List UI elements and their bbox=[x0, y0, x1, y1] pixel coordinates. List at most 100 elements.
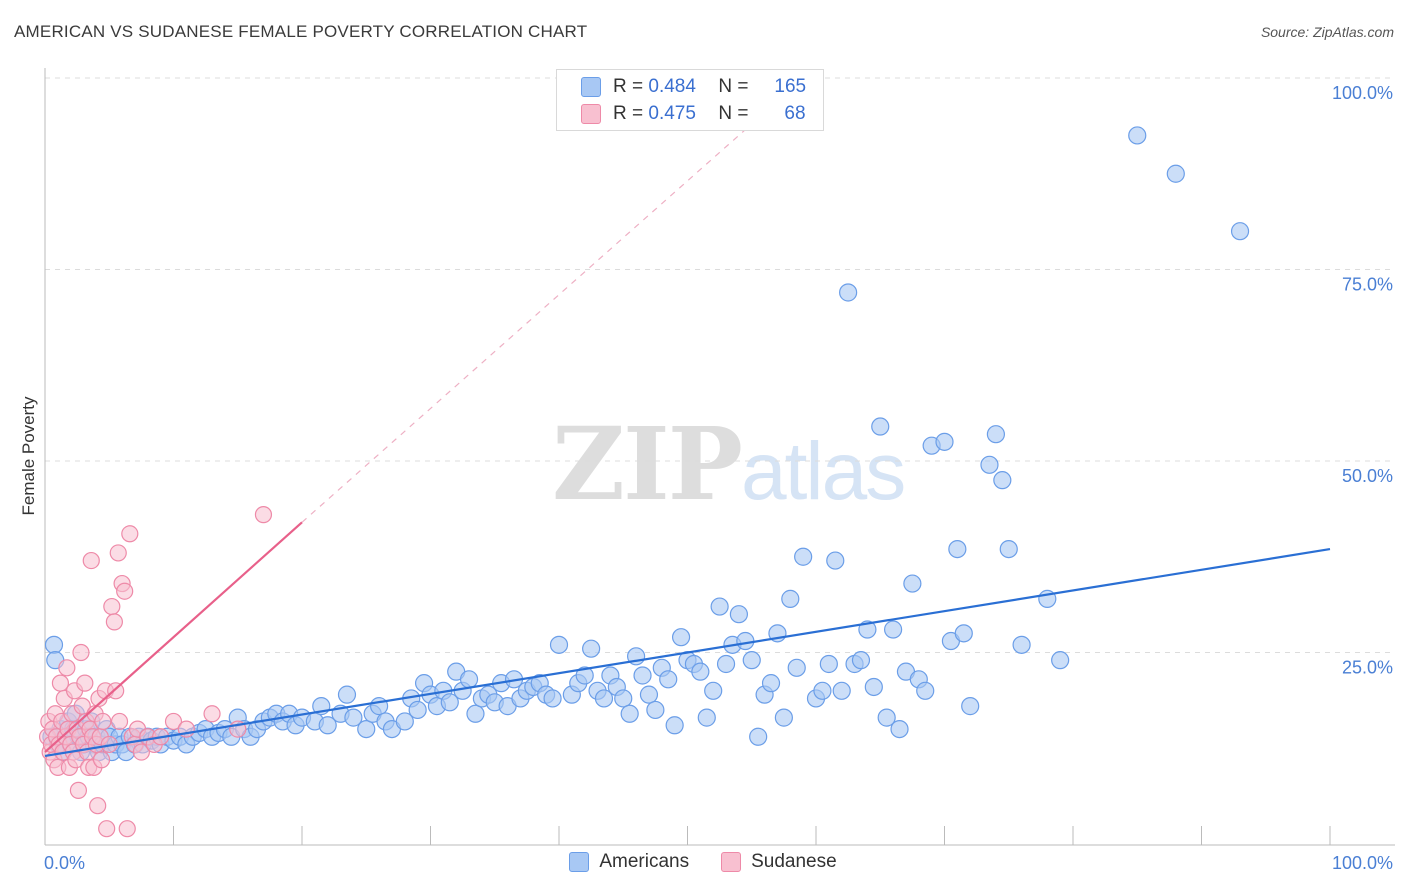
americans-trend-line bbox=[44, 548, 1331, 757]
watermark-zip: ZIP bbox=[552, 405, 743, 523]
americans-point bbox=[646, 700, 665, 720]
y-tick-label: 100.0% bbox=[1332, 83, 1393, 103]
americans-point bbox=[582, 639, 601, 658]
americans-point bbox=[395, 712, 414, 731]
sudanese-point bbox=[51, 674, 70, 692]
americans-point bbox=[864, 677, 883, 697]
americans-point bbox=[44, 635, 64, 654]
legend-label-sudanese: Sudanese bbox=[751, 851, 837, 872]
americans-point bbox=[639, 685, 659, 704]
americans-point bbox=[575, 666, 594, 685]
legend-label-americans: Americans bbox=[599, 851, 690, 872]
americans-point bbox=[986, 425, 1006, 444]
americans-point bbox=[671, 628, 691, 647]
americans-point bbox=[633, 666, 652, 685]
americans-point bbox=[749, 727, 768, 746]
americans-point bbox=[871, 417, 890, 436]
legend-r-value: 0.484 bbox=[648, 76, 696, 97]
trend-lines bbox=[44, 123, 1331, 757]
americans-point bbox=[466, 704, 485, 723]
sudanese-point bbox=[103, 597, 121, 616]
americans-point bbox=[890, 719, 909, 739]
legend-n-value: 165 bbox=[774, 76, 807, 97]
legend-row-sudanese: R = 0.475 N = 68 bbox=[581, 102, 806, 126]
americans-point bbox=[620, 704, 639, 723]
americans-point bbox=[961, 697, 980, 716]
series-legend: Americans Sudanese bbox=[0, 851, 1406, 873]
sudanese-point bbox=[203, 705, 221, 723]
y-tick-label: 50.0% bbox=[1342, 466, 1393, 486]
chart-title: AMERICAN VS SUDANESE FEMALE POVERTY CORR… bbox=[14, 22, 588, 41]
legend-swatch-sudanese bbox=[721, 852, 742, 872]
americans-point bbox=[877, 708, 896, 727]
sudanese-point bbox=[58, 659, 76, 677]
americans-point bbox=[697, 708, 716, 727]
legend-r-value: 0.475 bbox=[648, 103, 696, 124]
americans-point bbox=[1166, 164, 1185, 183]
sudanese-point bbox=[254, 506, 273, 524]
americans-point bbox=[832, 681, 851, 700]
americans-point bbox=[543, 689, 562, 708]
americans-point bbox=[826, 551, 845, 570]
americans-point bbox=[665, 716, 684, 735]
americans-point bbox=[980, 455, 999, 474]
americans-point bbox=[710, 597, 729, 616]
legend-n-value: 68 bbox=[784, 103, 806, 124]
legend-swatch-americans bbox=[581, 77, 601, 97]
sudanese-point bbox=[105, 613, 123, 631]
americans-point bbox=[1051, 651, 1070, 670]
americans-point bbox=[337, 685, 357, 704]
sudanese-point bbox=[164, 712, 183, 731]
legend-n-label: N = bbox=[718, 103, 749, 124]
x-tick-label: 0.0% bbox=[44, 853, 85, 873]
sudanese-trend-extension bbox=[301, 123, 753, 523]
americans-point bbox=[318, 716, 337, 735]
americans-point bbox=[704, 681, 723, 700]
sudanese-point bbox=[98, 820, 116, 838]
americans-point bbox=[948, 539, 967, 559]
americans-point bbox=[357, 719, 376, 739]
legend-item-sudanese[interactable]: Sudanese bbox=[721, 851, 837, 873]
americans-point bbox=[935, 432, 954, 451]
legend-swatch-americans bbox=[569, 852, 590, 872]
sudanese-point bbox=[109, 544, 127, 562]
americans-point bbox=[440, 693, 459, 712]
y-tick-label: 75.0% bbox=[1342, 275, 1393, 295]
americans-point bbox=[954, 624, 973, 643]
legend-r-label: R = bbox=[613, 76, 644, 97]
y-tick-label: 25.0% bbox=[1342, 658, 1393, 678]
americans-point bbox=[903, 574, 922, 593]
americans-point bbox=[716, 654, 736, 674]
americans-point bbox=[614, 689, 633, 708]
americans-point bbox=[781, 589, 800, 608]
americans-point bbox=[794, 547, 813, 566]
americans-point bbox=[344, 708, 363, 727]
americans-point bbox=[851, 651, 871, 670]
americans-point bbox=[993, 471, 1012, 490]
americans-point bbox=[774, 708, 793, 727]
americans-point bbox=[839, 283, 858, 302]
americans-point bbox=[736, 631, 755, 651]
americans-point bbox=[549, 635, 569, 654]
watermark: ZIPatlas bbox=[552, 405, 906, 523]
sudanese-trend-line bbox=[44, 521, 303, 753]
americans-point bbox=[1230, 222, 1250, 241]
americans-point bbox=[594, 689, 614, 708]
sudanese-point bbox=[69, 781, 88, 799]
legend-row-americans: R = 0.484 N = 165 bbox=[581, 75, 806, 99]
americans-points bbox=[42, 126, 1250, 762]
americans-point bbox=[459, 670, 479, 689]
sudanese-point bbox=[110, 712, 129, 731]
legend-item-americans[interactable]: Americans bbox=[569, 851, 689, 873]
legend-swatch-sudanese bbox=[581, 104, 601, 124]
correlation-legend: R = 0.484 N = 165 R = 0.475 N = 68 bbox=[556, 69, 824, 131]
americans-point bbox=[761, 674, 781, 693]
sudanese-point bbox=[92, 751, 111, 769]
sudanese-point bbox=[82, 551, 100, 570]
americans-point bbox=[659, 670, 678, 689]
sudanese-point bbox=[116, 582, 134, 600]
americans-point bbox=[408, 700, 427, 720]
americans-point bbox=[916, 681, 935, 700]
sudanese-point bbox=[72, 643, 90, 662]
americans-point bbox=[1128, 126, 1147, 145]
